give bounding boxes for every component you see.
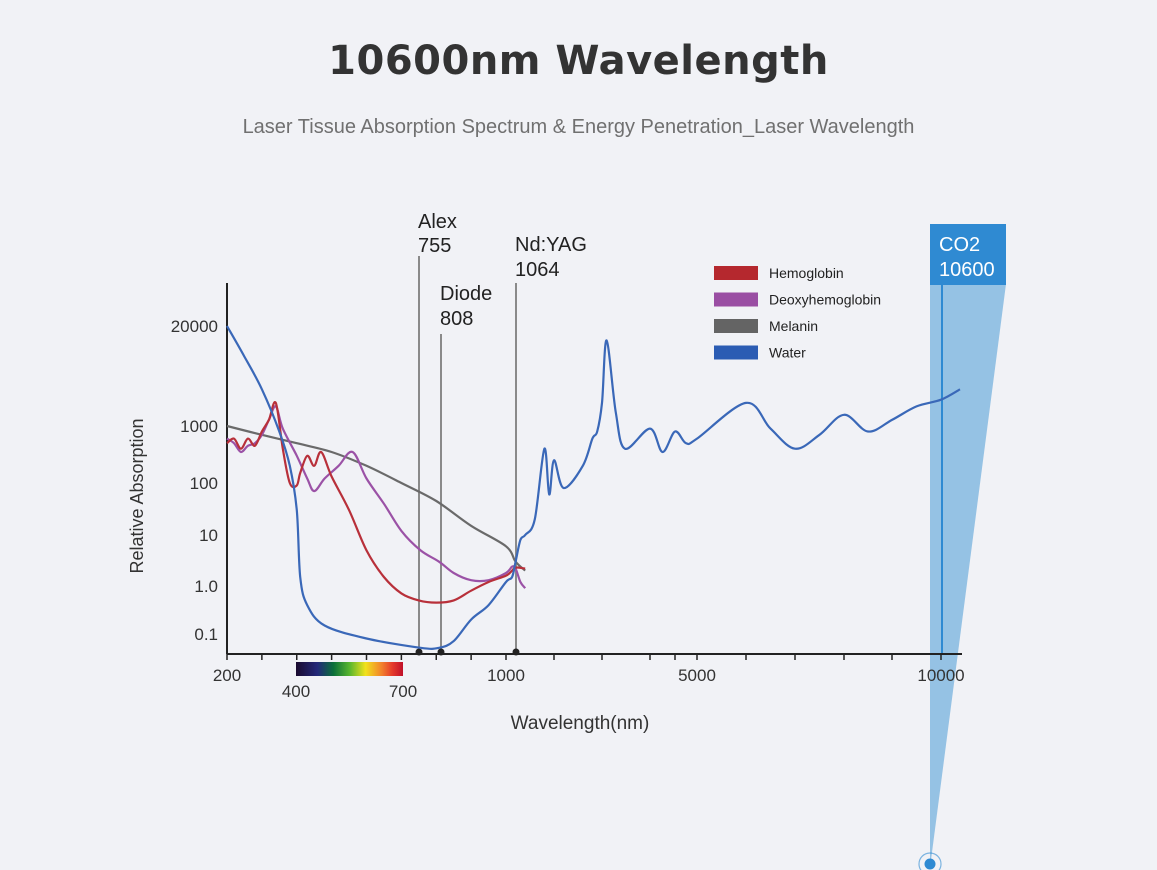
y-tick-label: 0.1 bbox=[194, 625, 218, 644]
legend-label: Melanin bbox=[769, 318, 818, 334]
co2-label: CO2 10600 bbox=[930, 224, 1006, 285]
laser-marker-name: Alex bbox=[418, 211, 457, 233]
laser-marker-wavelength: 1064 bbox=[515, 259, 560, 281]
x-axis-title: Wavelength(nm) bbox=[511, 713, 650, 734]
series-lines bbox=[226, 325, 961, 650]
co2-highlight-band bbox=[918, 224, 1006, 870]
y-tick-label: 1000 bbox=[180, 417, 218, 436]
legend: Hemoglobin Deoxyhemoglobin Melanin Water bbox=[714, 265, 881, 361]
laser-marker-dot bbox=[415, 648, 423, 656]
legend-label: Deoxyhemoglobin bbox=[769, 292, 881, 308]
laser-marker-name: Diode bbox=[440, 283, 492, 305]
co2-label-wavelength: 10600 bbox=[939, 259, 995, 281]
x-tick-label: 10000 bbox=[917, 666, 964, 685]
y-axis-title: Relative Absorption bbox=[127, 418, 147, 573]
x-tick-label: 200 bbox=[213, 666, 241, 685]
series-line-hemoglobin bbox=[226, 400, 526, 604]
laser-marker-name: Nd:YAG bbox=[515, 234, 587, 256]
y-tick-label: 20000 bbox=[171, 317, 218, 336]
y-tick-label: 1.0 bbox=[194, 577, 218, 596]
laser-marker-wavelength: 755 bbox=[418, 235, 451, 257]
y-tick-label: 100 bbox=[190, 474, 218, 493]
spectrum-start-label: 400 bbox=[282, 682, 310, 701]
page-subtitle: Laser Tissue Absorption Spectrum & Energ… bbox=[242, 116, 915, 138]
visible-spectrum-bar bbox=[296, 662, 403, 676]
y-tick-label: 10 bbox=[199, 526, 218, 545]
legend-label: Water bbox=[769, 345, 806, 361]
x-tick-label: 1000 bbox=[487, 666, 525, 685]
legend-swatch bbox=[714, 319, 758, 333]
x-tick-label: 5000 bbox=[678, 666, 716, 685]
series-line-deoxyhemoglobin bbox=[226, 405, 527, 589]
co2-beam bbox=[930, 224, 1006, 860]
co2-target-dot bbox=[924, 858, 936, 870]
laser-marker-dot bbox=[437, 648, 445, 656]
laser-marker-dot bbox=[512, 648, 520, 656]
axes: 200 1000 5000 10000 0.1 1.0 10 100 1000 20000 Rela… bbox=[127, 283, 965, 734]
legend-swatch bbox=[714, 266, 758, 280]
laser-marker-wavelength: 808 bbox=[440, 308, 473, 330]
co2-target-ring bbox=[918, 852, 942, 870]
legend-swatch bbox=[714, 345, 758, 360]
series-line-melanin bbox=[226, 424, 526, 572]
spectrum-end-label: 700 bbox=[389, 682, 417, 701]
series-line-water bbox=[226, 325, 961, 650]
legend-label: Hemoglobin bbox=[769, 265, 844, 281]
co2-label-name: CO2 bbox=[939, 234, 980, 256]
legend-swatch bbox=[714, 292, 758, 307]
page-title: 10600nm Wavelength bbox=[328, 38, 829, 84]
co2-label-box bbox=[930, 224, 1006, 285]
